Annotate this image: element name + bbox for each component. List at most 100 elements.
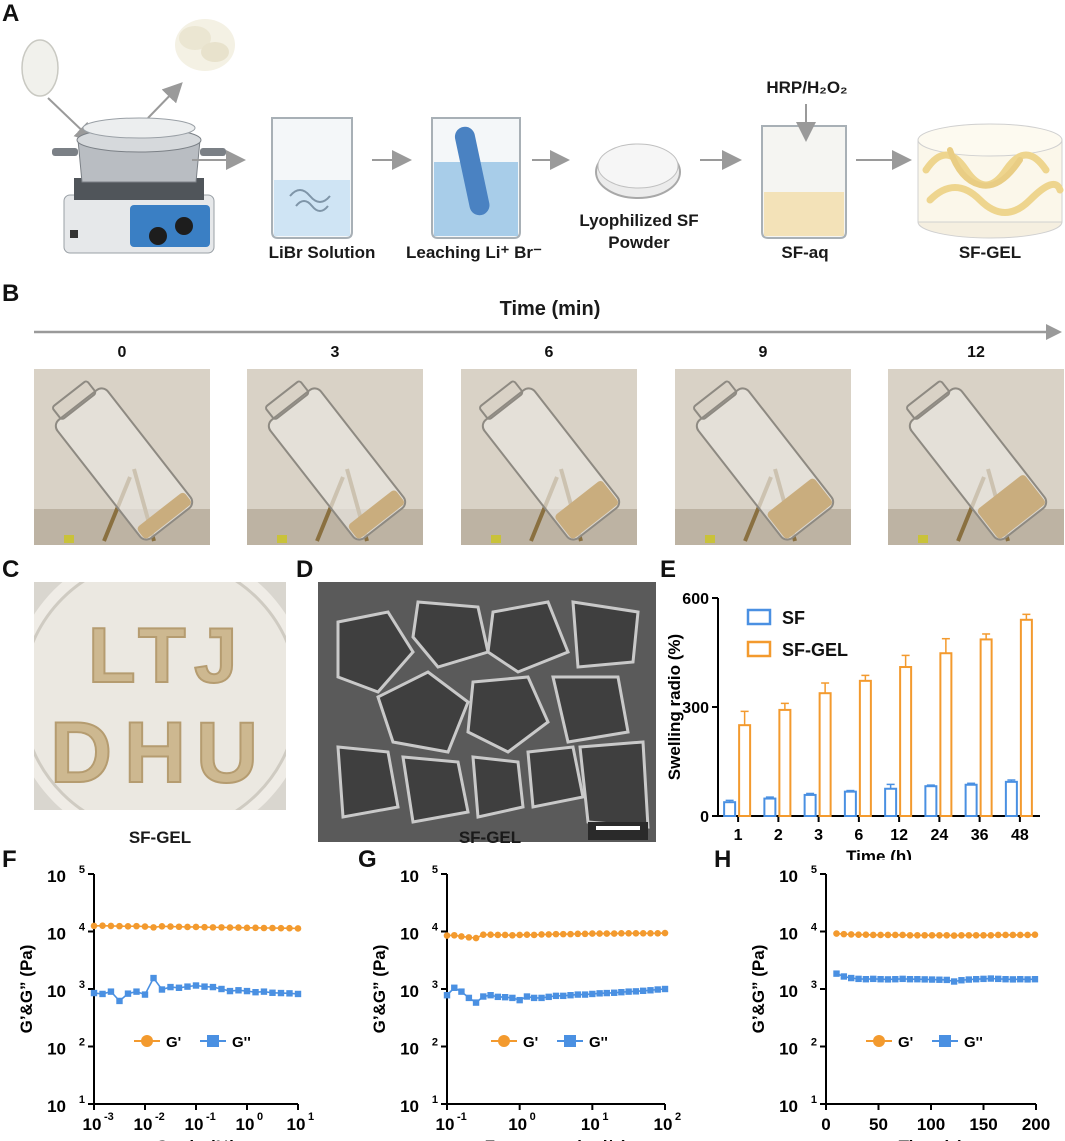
data-point [610, 930, 618, 937]
y-tick-label: 10 [400, 867, 419, 886]
panel-c-caption: SF-GEL [128, 828, 192, 847]
data-point [458, 988, 465, 995]
vial-photo-12 [888, 369, 1064, 545]
data-point [928, 931, 936, 939]
data-point [618, 930, 625, 937]
legend-swatch [746, 608, 772, 626]
bar-sf [964, 783, 978, 817]
data-point [99, 990, 106, 998]
data-point [950, 932, 958, 939]
data-point [980, 975, 987, 983]
letter-d: D [50, 705, 112, 801]
time-axis-title: Time (min) [499, 298, 601, 320]
y-tick-label: 10 [400, 1040, 419, 1059]
data-point [892, 931, 899, 939]
reagent-label: HRP/H₂O₂ [766, 78, 848, 97]
data-point [472, 999, 480, 1006]
x-tick-exponent: -1 [206, 1111, 216, 1123]
series-line-g-double-prime [93, 976, 299, 1003]
time-label-12: 12 [967, 344, 985, 361]
data-point [192, 923, 200, 931]
x-tick-exponent: 2 [675, 1111, 681, 1123]
y-tick-label: 10 [47, 867, 66, 886]
panel-d-caption: SF-GEL [458, 828, 522, 847]
data-point [150, 974, 157, 982]
step-leaching: Leaching Li⁺ Br⁻ [405, 243, 543, 262]
y-tick-label: 10 [47, 1040, 66, 1059]
bar-sf-gel [778, 708, 792, 817]
data-point [958, 931, 965, 939]
data-point [1017, 976, 1024, 983]
data-point [545, 993, 552, 1001]
data-point [972, 976, 980, 983]
data-point [1024, 931, 1031, 939]
data-point [545, 931, 553, 938]
data-point [443, 932, 451, 939]
data-point [516, 996, 523, 1004]
y-axis-label: G’&G” (Pa) [749, 945, 768, 1034]
y-tick-exponent: 2 [811, 1037, 817, 1049]
data-point [167, 923, 174, 930]
data-point [950, 978, 958, 985]
data-point [596, 990, 603, 997]
bar-sf [803, 793, 817, 817]
data-point [150, 924, 157, 931]
y-tick-exponent: 5 [79, 864, 85, 876]
data-point [294, 990, 302, 998]
y-tick-label: 10 [400, 925, 419, 944]
bar-sf-gel [899, 666, 913, 817]
data-point [192, 982, 200, 989]
data-point [632, 930, 640, 937]
bar-sf-gel [818, 692, 832, 817]
y-tick-label: 600 [682, 591, 709, 608]
legend-marker [207, 1035, 219, 1047]
data-point [603, 930, 611, 937]
data-point [480, 993, 487, 1000]
data-point [141, 923, 149, 930]
data-point [928, 976, 936, 983]
data-point [936, 931, 943, 939]
vial-photo-0 [34, 369, 210, 545]
data-point [994, 931, 1002, 939]
data-point [252, 988, 259, 996]
x-tick-label: 10 [436, 1115, 455, 1134]
y-tick-exponent: 1 [811, 1094, 817, 1106]
data-point [574, 930, 582, 938]
data-point [487, 931, 494, 938]
bar-sf-gel [979, 638, 993, 817]
bar-sf-gel [858, 679, 872, 817]
data-point [987, 975, 995, 982]
y-tick-label: 10 [400, 1097, 419, 1116]
data-point [596, 930, 603, 937]
bar-sf [763, 797, 777, 817]
y-tick-label: 10 [779, 1097, 798, 1116]
x-tick-exponent: 0 [257, 1111, 263, 1123]
x-tick-label: 36 [971, 827, 989, 844]
data-point [870, 975, 877, 983]
data-point [480, 931, 487, 938]
data-point [581, 991, 589, 998]
data-point [647, 987, 654, 994]
data-point [833, 970, 840, 977]
data-point [914, 931, 921, 939]
y-tick-exponent: 1 [79, 1094, 85, 1106]
data-point [90, 989, 98, 997]
data-point [552, 930, 560, 938]
data-point [530, 931, 538, 939]
data-point [523, 931, 531, 938]
y-tick-exponent: 4 [432, 922, 439, 934]
bar-sf [843, 790, 857, 817]
data-point [516, 931, 523, 939]
x-tick-label: 6 [854, 827, 863, 844]
data-point [218, 924, 225, 931]
y-tick-label: 10 [400, 982, 419, 1001]
data-point [611, 989, 618, 996]
bar-sf [1004, 780, 1018, 817]
legend-label: SF [782, 608, 805, 628]
bar-sf [723, 801, 737, 817]
data-point [184, 923, 191, 931]
data-point [943, 976, 950, 984]
libr-beaker-icon [271, 117, 353, 239]
